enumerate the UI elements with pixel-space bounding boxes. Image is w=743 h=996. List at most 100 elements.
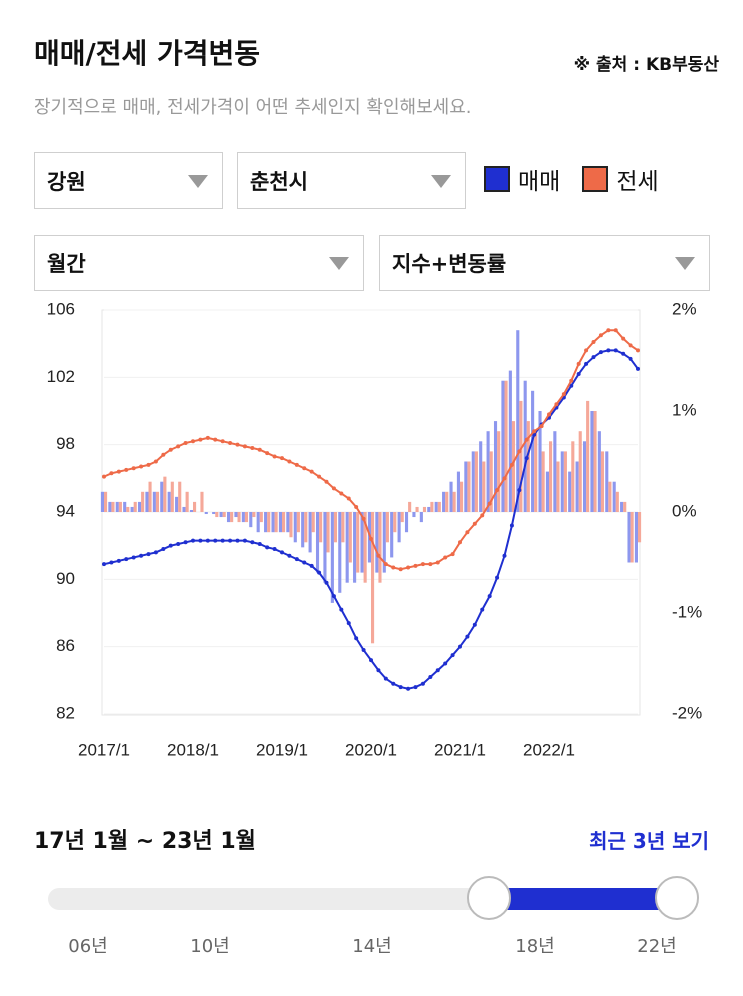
index-point bbox=[584, 361, 589, 366]
y-tick-label: 82 bbox=[56, 703, 75, 722]
change-bar bbox=[311, 512, 315, 533]
change-bar bbox=[378, 512, 382, 583]
change-bar bbox=[319, 512, 323, 543]
index-point bbox=[480, 513, 485, 518]
index-point bbox=[628, 356, 633, 361]
change-bar bbox=[545, 471, 549, 512]
index-point bbox=[116, 469, 121, 474]
change-bar bbox=[278, 512, 282, 533]
change-bar bbox=[534, 431, 538, 512]
index-point bbox=[339, 607, 344, 612]
change-bar bbox=[237, 512, 241, 523]
view-select[interactable]: 지수+변동률 bbox=[379, 235, 710, 291]
slider-label: 18년 bbox=[515, 936, 555, 957]
period-text: 월간 bbox=[47, 252, 86, 276]
index-point bbox=[250, 446, 255, 451]
change-bar bbox=[479, 441, 483, 512]
change-bar bbox=[189, 509, 193, 512]
change-bar bbox=[256, 512, 260, 533]
change-bar bbox=[282, 512, 286, 533]
index-point bbox=[450, 552, 455, 557]
index-point bbox=[435, 668, 440, 673]
x-tick-label: 2019/1 bbox=[256, 740, 308, 759]
region-select[interactable]: 강원 bbox=[34, 152, 223, 209]
index-point bbox=[398, 685, 403, 690]
index-point bbox=[131, 466, 136, 471]
slider-handle-end[interactable] bbox=[655, 876, 699, 920]
change-bar bbox=[597, 431, 601, 512]
index-point bbox=[302, 560, 307, 565]
change-bar bbox=[137, 501, 142, 512]
change-bar bbox=[486, 431, 490, 512]
index-point bbox=[287, 553, 292, 558]
index-point bbox=[591, 355, 596, 360]
index-point bbox=[346, 496, 351, 501]
change-bar bbox=[427, 506, 431, 512]
index-point bbox=[621, 351, 626, 356]
index-point bbox=[413, 563, 418, 568]
index-point bbox=[324, 479, 329, 484]
change-bar bbox=[382, 512, 386, 573]
index-point bbox=[131, 555, 136, 560]
x-tick-label: 2021/1 bbox=[434, 740, 486, 759]
slider-label: 14년 bbox=[352, 936, 392, 957]
legend-label: 매매 bbox=[518, 169, 561, 195]
change-bar bbox=[556, 461, 560, 512]
index-point bbox=[139, 464, 144, 469]
legend-label: 전세 bbox=[616, 169, 659, 195]
period-select[interactable]: 월간 bbox=[34, 235, 364, 291]
index-point bbox=[102, 562, 106, 567]
change-bar bbox=[445, 491, 449, 512]
city-select[interactable]: 춘천시 bbox=[237, 152, 466, 209]
change-bar bbox=[501, 380, 505, 512]
index-point bbox=[309, 469, 314, 474]
slider-label: 10년 bbox=[190, 936, 230, 957]
index-point bbox=[472, 521, 477, 526]
y2-tick-label: 1% bbox=[672, 400, 697, 419]
index-point bbox=[102, 474, 106, 479]
change-bar bbox=[123, 501, 127, 512]
index-point bbox=[213, 538, 218, 543]
index-point bbox=[487, 501, 492, 506]
change-bar bbox=[330, 512, 334, 603]
change-bar bbox=[100, 491, 104, 512]
change-bar bbox=[293, 512, 297, 543]
index-point bbox=[235, 538, 240, 543]
index-point bbox=[361, 516, 366, 521]
slider-range bbox=[490, 888, 678, 910]
index-point bbox=[569, 383, 574, 388]
index-point bbox=[539, 424, 544, 429]
change-bar bbox=[289, 512, 293, 538]
change-bar bbox=[118, 501, 122, 512]
index-point bbox=[205, 435, 210, 440]
recent-button[interactable]: 최근 3년 보기 bbox=[589, 829, 709, 853]
slider-handle-start[interactable] bbox=[467, 876, 511, 920]
change-bar bbox=[516, 330, 520, 512]
index-point bbox=[554, 402, 559, 407]
change-bar bbox=[170, 481, 174, 512]
source: ※ 출처 : KB부동산 bbox=[573, 55, 719, 75]
x-tick-label: 2018/1 bbox=[167, 740, 219, 759]
index-point bbox=[228, 538, 233, 543]
chart: 82 86 90 94 98 102 106 2% 1% 0% -1% -2% 2017/1 2018/1… bbox=[47, 299, 703, 759]
index-point bbox=[324, 580, 329, 585]
index-point bbox=[524, 437, 529, 442]
city-text: 춘천시 bbox=[250, 169, 308, 194]
index-point bbox=[153, 459, 158, 464]
index-point bbox=[153, 550, 158, 555]
change-bar bbox=[568, 471, 572, 512]
change-bar bbox=[560, 451, 564, 512]
view-text: 지수+변동률 bbox=[392, 252, 507, 276]
change-bar bbox=[600, 451, 605, 512]
index-point bbox=[443, 661, 448, 666]
index-point bbox=[576, 371, 581, 376]
change-bar bbox=[219, 512, 223, 518]
index-point bbox=[183, 440, 188, 445]
index-point bbox=[168, 543, 173, 548]
change-bar bbox=[553, 431, 557, 512]
index-point bbox=[628, 343, 633, 348]
index-point bbox=[376, 553, 381, 558]
change-bar bbox=[222, 512, 226, 518]
change-bar bbox=[408, 501, 412, 512]
change-bar bbox=[511, 421, 516, 512]
